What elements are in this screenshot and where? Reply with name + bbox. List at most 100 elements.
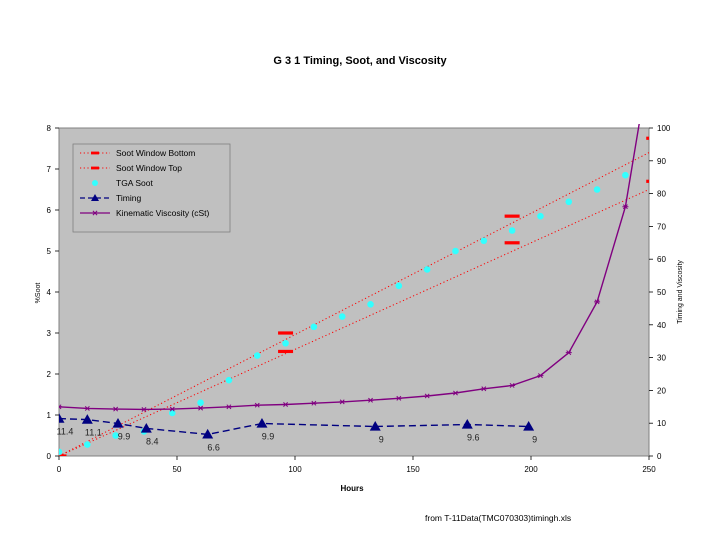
y-right-tick-label: 80	[657, 190, 666, 199]
data-point	[59, 448, 63, 456]
data-point	[310, 400, 317, 406]
y-right-tick-label: 20	[657, 386, 666, 395]
data-point	[278, 349, 294, 354]
y-right-tick-label: 30	[657, 354, 666, 363]
series-line	[59, 189, 649, 456]
data-point	[395, 395, 402, 401]
data-label: 9	[379, 434, 384, 444]
data-labels: 11.4 11.1 9.9 8.4 6.6 9.9 9 9.6 9	[57, 427, 538, 453]
data-point	[480, 237, 488, 245]
legend-swatch-marker	[91, 151, 99, 155]
x-axis-title: Hours	[340, 484, 364, 493]
legend-label: Kinematic Viscosity (cSt)	[116, 208, 210, 218]
data-point	[197, 405, 204, 411]
legend-swatch-marker	[91, 194, 99, 201]
data-point	[637, 119, 643, 123]
data-point	[622, 171, 629, 179]
series-kinematic-viscosity-cst	[59, 119, 643, 412]
data-point	[81, 414, 93, 424]
data-point	[452, 247, 459, 255]
data-point	[423, 266, 431, 273]
data-point	[452, 390, 459, 396]
data-label: 8.4	[146, 436, 159, 446]
data-point	[523, 420, 535, 431]
data-point	[338, 313, 346, 320]
data-point	[593, 186, 601, 193]
data-point	[169, 406, 176, 412]
data-point	[339, 399, 346, 405]
y-left-tick-label: 5	[47, 247, 52, 256]
data-point	[225, 404, 232, 410]
data-point	[310, 323, 318, 331]
y-right-axis-title: Timing and Viscosity	[677, 260, 684, 324]
data-point	[59, 454, 67, 456]
data-point	[140, 406, 147, 412]
series-soot-window-markers	[59, 136, 649, 456]
y-right-tick-label: 60	[657, 255, 666, 264]
data-point	[59, 404, 62, 410]
data-point	[140, 422, 152, 433]
y-right-tick-label: 70	[657, 222, 666, 231]
data-point	[168, 409, 176, 417]
y-right-tick-label: 40	[657, 321, 666, 330]
data-label: 9	[532, 434, 537, 444]
legend-item: Soot Window Top	[80, 163, 182, 173]
data-point	[424, 393, 431, 399]
legend-box	[72, 143, 231, 233]
x-tick-label: 200	[524, 465, 538, 474]
data-point	[367, 397, 374, 403]
data-point	[565, 350, 572, 356]
legend: Soot Window Bottom Soot Window Top TGA Soo…	[72, 143, 231, 233]
data-point	[367, 301, 374, 308]
data-point	[646, 136, 649, 140]
data-point	[282, 402, 289, 407]
data-point	[197, 399, 204, 407]
source-note: from T-11Data(TMC070303)timingh.xls	[425, 513, 571, 523]
y-right-tick-label: 10	[657, 419, 666, 428]
data-point	[504, 214, 520, 218]
x-tick-label: 100	[288, 465, 302, 474]
y-right-tick-label: 50	[657, 288, 666, 297]
legend-label: TGA Soot	[116, 178, 153, 188]
legend-swatch-marker	[92, 210, 98, 216]
data-point	[508, 227, 516, 234]
y-left-tick-label: 2	[47, 370, 52, 379]
data-point	[622, 204, 629, 210]
y-left-tick-label: 6	[47, 206, 52, 215]
data-point	[84, 405, 91, 411]
data-point	[112, 418, 124, 428]
data-point	[594, 299, 601, 305]
series-timing	[59, 413, 535, 439]
data-point	[537, 212, 544, 220]
data-point	[254, 402, 261, 408]
data-point	[509, 383, 516, 388]
legend-item: Timing	[80, 193, 141, 203]
data-label: 6.6	[207, 442, 220, 452]
x-tick-label: 250	[642, 465, 656, 474]
series-layer	[59, 119, 649, 456]
legend-item: Soot Window Bottom	[80, 148, 195, 158]
data-point	[282, 339, 289, 347]
data-point	[278, 331, 294, 335]
data-point	[369, 420, 381, 431]
data-point	[59, 413, 65, 423]
data-point	[461, 419, 473, 429]
legend-item: TGA Soot	[92, 178, 153, 188]
x-tick-label: 0	[57, 465, 62, 474]
data-point	[256, 418, 268, 428]
data-label: 11.1	[85, 428, 102, 438]
data-point	[112, 406, 119, 412]
data-point	[253, 352, 261, 359]
y-left-tick-label: 3	[47, 329, 52, 338]
y-right-tick-label: 0	[657, 452, 662, 461]
y-left-axis-title: %Soot	[35, 283, 42, 304]
data-label: 9.9	[118, 432, 131, 442]
data-point	[565, 198, 573, 206]
data-point	[202, 428, 214, 439]
y-left-tick-label: 7	[47, 165, 52, 174]
y-left-tick-label: 8	[47, 124, 52, 133]
y-left-tick-label: 4	[47, 288, 52, 297]
chart-title: G 3 1 Timing, Soot, and Viscosity	[273, 55, 447, 67]
x-tick-label: 150	[406, 465, 420, 474]
